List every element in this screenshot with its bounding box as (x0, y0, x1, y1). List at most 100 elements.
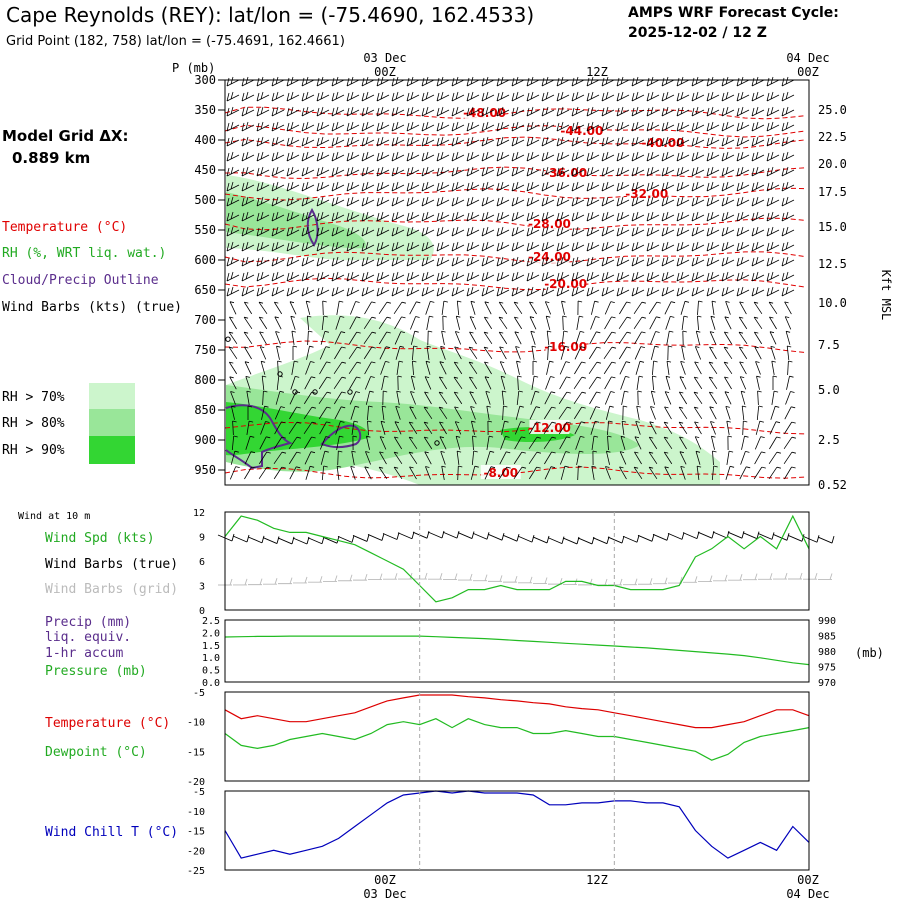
wind-barb (271, 211, 285, 222)
wind-barb (679, 451, 687, 465)
wind-barb (727, 435, 732, 451)
wind-barb (770, 346, 776, 360)
wind-barb (451, 151, 465, 162)
wind-barb (316, 91, 330, 102)
legend-wind: Wind Barbs (kts) (true) (2, 300, 182, 315)
wind-barb (379, 346, 391, 360)
wind-barb (334, 406, 346, 420)
wind-barb (755, 361, 761, 375)
wind-barb (381, 375, 389, 390)
legend-rh90-label: RH > 90% (2, 443, 65, 458)
wind-barb (271, 106, 285, 117)
wind-barb (706, 286, 720, 297)
wind-barb (363, 316, 376, 330)
wind-barb (541, 181, 555, 192)
wind-barb (318, 406, 331, 420)
surface-wind-barb-grid (533, 577, 548, 584)
wind-barb (321, 465, 328, 481)
wind-barb (331, 226, 345, 237)
wind-barb (661, 211, 675, 222)
wind-barb (571, 166, 585, 177)
wind-barb (229, 316, 237, 330)
wind-barb (319, 361, 331, 375)
precip-tick: 0.5 (202, 666, 220, 677)
wind-barb (784, 316, 792, 330)
wind-barb (376, 286, 390, 297)
wind-barb (511, 76, 525, 87)
wind-barb (256, 166, 270, 177)
wind-barb (723, 361, 733, 375)
wind-barb (511, 286, 525, 297)
wind-barb (291, 360, 299, 375)
wind-barb (706, 196, 720, 207)
wind-barb (706, 136, 720, 147)
wind-barb (316, 196, 330, 207)
wind-barb (710, 315, 716, 330)
wind-barb (633, 466, 643, 480)
legend-temperature: Temperature (°C) (2, 220, 127, 235)
wind-barb (256, 196, 270, 207)
wind-panel-frame (224, 511, 810, 611)
wind-barb (496, 256, 510, 267)
wind-barb (571, 181, 585, 192)
wind-barb (364, 301, 376, 315)
wind-barb (246, 420, 254, 435)
wind-barb (256, 91, 270, 102)
wind-barb (772, 375, 778, 390)
wind-barbs-grid-label: Wind Barbs (grid) (45, 582, 178, 597)
wind-barb (751, 241, 765, 252)
wind-barb (755, 420, 764, 435)
wind-barb (316, 181, 330, 192)
wind-barb (751, 226, 765, 237)
wind-barb (631, 256, 645, 267)
wind-barb (367, 420, 372, 436)
wind-barb (783, 421, 796, 435)
wind-barb (634, 451, 642, 465)
wind-barb (736, 91, 750, 102)
wind-barb (421, 106, 435, 117)
wind-barb (621, 420, 627, 435)
wind-barb (346, 181, 360, 192)
wind-barb (331, 256, 345, 267)
wind-barb (303, 406, 316, 420)
wind-barb (691, 106, 705, 117)
wind-barb (706, 91, 720, 102)
wind-barb (678, 391, 688, 405)
wind-barb (738, 346, 748, 360)
wind-barb (781, 91, 795, 102)
wind-barb (766, 106, 780, 117)
wind-barb (601, 106, 615, 117)
wind-barb (301, 166, 315, 177)
wind-barb (241, 181, 255, 192)
wind-barb (526, 136, 540, 147)
wind-barb (271, 151, 285, 162)
wind-barb (751, 256, 765, 267)
wind-barb (652, 360, 658, 376)
wind-barb (306, 345, 314, 360)
wind-barb (541, 136, 555, 147)
wind-barb (481, 241, 495, 252)
wind-barb (661, 256, 675, 267)
wind-barb (256, 286, 270, 297)
wind-barb (781, 151, 795, 162)
wind-barb (665, 316, 675, 330)
wind-barb (376, 181, 390, 192)
pressure-tick: 975 (818, 663, 836, 674)
surface-wind-barb-grid (248, 578, 263, 586)
legend-rh90-swatch (89, 436, 135, 464)
wind-barb (694, 436, 702, 450)
wind-barb (226, 91, 240, 102)
wind-barb (346, 121, 360, 132)
wind-barb (331, 286, 345, 297)
wind-barb (289, 406, 301, 420)
wind-barb (724, 376, 732, 390)
wind-barb (784, 466, 796, 480)
wind-barb (484, 466, 496, 480)
wind-barb (664, 301, 676, 315)
wind-barb (766, 286, 780, 297)
wind-barb (606, 450, 611, 465)
wind-barb (322, 300, 327, 316)
wind-barb (601, 271, 615, 282)
surface-wind-barb-grid (818, 573, 833, 580)
wind-barb (541, 211, 555, 222)
